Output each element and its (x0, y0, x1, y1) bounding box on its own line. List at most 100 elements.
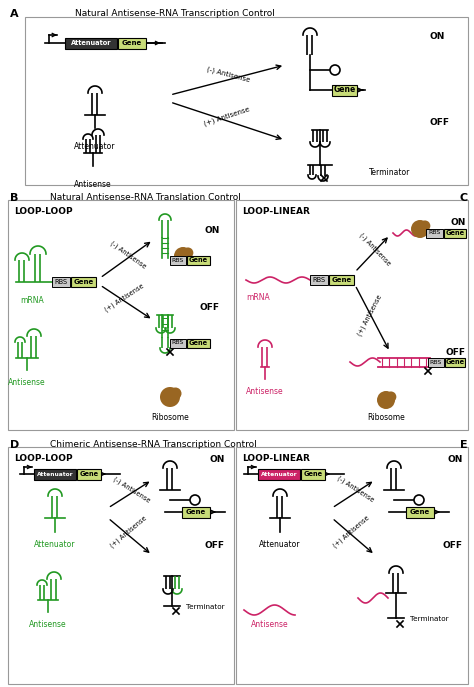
Circle shape (330, 65, 340, 75)
Text: Antisense: Antisense (29, 620, 67, 629)
Text: ON: ON (205, 226, 220, 235)
Bar (71, 277, 96, 287)
Text: ON: ON (430, 32, 446, 41)
Text: OFF: OFF (430, 118, 450, 127)
Circle shape (377, 391, 395, 409)
Text: RBS: RBS (430, 359, 442, 365)
Text: mRNA: mRNA (246, 293, 270, 302)
Bar (301, 469, 325, 480)
Text: (-) Antisense: (-) Antisense (336, 475, 375, 504)
Text: LOOP-LINEAR: LOOP-LINEAR (242, 207, 310, 216)
Bar (310, 275, 328, 285)
Bar (426, 229, 443, 238)
Text: RBS: RBS (172, 258, 184, 262)
Circle shape (414, 495, 424, 505)
Bar (77, 469, 101, 480)
Text: ON: ON (451, 218, 466, 227)
Text: RBS: RBS (55, 279, 68, 285)
Text: Terminator: Terminator (410, 616, 448, 622)
Bar (258, 469, 300, 480)
Text: Gene: Gene (186, 509, 206, 515)
Text: ON: ON (210, 455, 225, 464)
Text: Gene: Gene (303, 471, 323, 477)
Text: OFF: OFF (443, 541, 463, 550)
Text: Terminator: Terminator (369, 168, 410, 177)
Bar (329, 275, 354, 285)
Bar (187, 339, 210, 348)
Text: Attenuator: Attenuator (34, 540, 76, 549)
Bar (8, 200, 234, 430)
Circle shape (419, 221, 430, 232)
Text: Natural Antisense-RNA Translation Control: Natural Antisense-RNA Translation Contro… (50, 193, 241, 202)
Text: Gene: Gene (73, 279, 94, 285)
Text: Ribosome: Ribosome (151, 413, 189, 422)
Text: RBS: RBS (172, 341, 184, 346)
Bar (25, 17, 468, 185)
Circle shape (190, 495, 200, 505)
Bar (118, 38, 146, 49)
Bar (187, 256, 210, 264)
Text: Antisense: Antisense (8, 378, 46, 387)
Text: Gene: Gene (333, 85, 356, 95)
Text: (-) Antisense: (-) Antisense (109, 239, 147, 269)
Circle shape (385, 392, 396, 403)
Bar (170, 256, 186, 264)
Text: Attenuator: Attenuator (71, 40, 111, 46)
Text: mRNA: mRNA (20, 296, 44, 305)
Text: Gene: Gene (446, 359, 465, 365)
Text: A: A (10, 9, 18, 19)
Text: (+) Antisense: (+) Antisense (109, 515, 147, 549)
Text: D: D (10, 440, 19, 450)
Bar (428, 357, 444, 366)
Text: Terminator: Terminator (186, 604, 225, 610)
Bar (236, 200, 468, 430)
Text: (-) Antisense: (-) Antisense (112, 475, 151, 504)
Text: LOOP-LOOP: LOOP-LOOP (14, 207, 73, 216)
Bar (65, 38, 117, 49)
Text: Gene: Gene (446, 230, 465, 236)
Text: RBS: RBS (428, 231, 441, 236)
Text: (-) Antisense: (-) Antisense (206, 66, 251, 84)
Text: Chimeric Antisense-RNA Transcription Control: Chimeric Antisense-RNA Transcription Con… (50, 440, 257, 449)
Text: RBS: RBS (312, 277, 326, 283)
Circle shape (182, 247, 193, 258)
Text: Gene: Gene (189, 340, 208, 346)
Text: OFF: OFF (200, 303, 220, 312)
Bar (52, 277, 70, 287)
Text: OFF: OFF (205, 541, 225, 550)
Text: Attenuator: Attenuator (259, 540, 301, 549)
Text: B: B (10, 193, 18, 203)
Bar (406, 506, 434, 517)
Text: C: C (460, 193, 468, 203)
Text: Gene: Gene (189, 257, 208, 263)
Text: (+) Antisense: (+) Antisense (104, 282, 146, 313)
Bar (332, 85, 357, 95)
Text: Antisense: Antisense (246, 387, 284, 396)
Text: (+) Antisense: (+) Antisense (332, 515, 371, 550)
Text: (+) Antisense: (+) Antisense (356, 293, 383, 337)
Text: Gene: Gene (122, 40, 142, 46)
Bar (34, 469, 76, 480)
Text: Antisense: Antisense (74, 180, 112, 189)
Text: Natural Antisense-RNA Transcription Control: Natural Antisense-RNA Transcription Cont… (75, 9, 275, 18)
Text: Attenuator: Attenuator (74, 142, 116, 151)
Text: Antisense: Antisense (251, 620, 289, 629)
Text: ON: ON (447, 455, 463, 464)
Circle shape (411, 220, 429, 238)
Text: OFF: OFF (446, 348, 466, 357)
Circle shape (170, 387, 182, 400)
Text: LOOP-LINEAR: LOOP-LINEAR (242, 454, 310, 463)
Text: E: E (460, 440, 468, 450)
Text: Attenuator: Attenuator (36, 471, 73, 477)
Bar (8, 447, 234, 684)
Text: Gene: Gene (80, 471, 99, 477)
Bar (170, 339, 186, 348)
Bar (445, 357, 465, 366)
Text: Gene: Gene (410, 509, 430, 515)
Text: LOOP-LOOP: LOOP-LOOP (14, 454, 73, 463)
Bar (236, 447, 468, 684)
Text: Attenuator: Attenuator (261, 471, 297, 477)
Bar (182, 506, 210, 517)
Text: Ribosome: Ribosome (367, 413, 405, 422)
Text: (-) Antisense: (-) Antisense (358, 232, 392, 267)
